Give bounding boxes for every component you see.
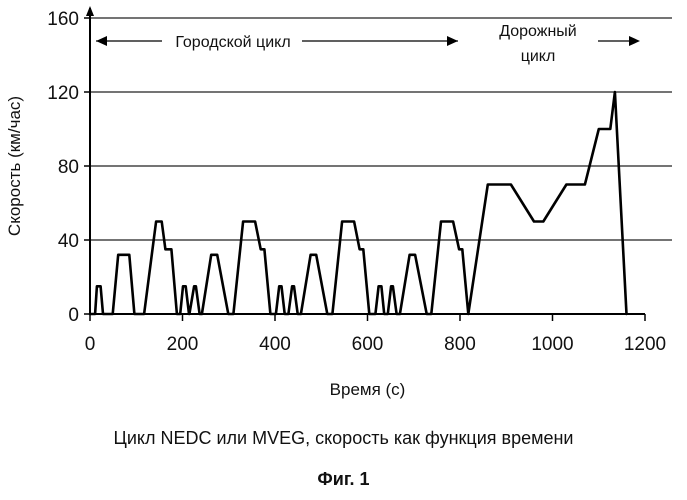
figure-caption: Цикл NEDC или MVEG, скорость как функция… [113, 428, 574, 448]
x-tick-label: 1200 [624, 334, 666, 355]
annotation-arrowhead [447, 36, 458, 46]
y-tick-label: 160 [47, 9, 79, 30]
x-axis-label: Время (с) [330, 380, 406, 399]
tick-labels: 0 200 400 600 800 1000 1200 0 40 80 120 160 [47, 9, 666, 355]
x-tick-label: 1000 [531, 334, 573, 355]
annotation-arrowhead [629, 36, 640, 46]
y-tick-label: 120 [47, 83, 79, 104]
annotation-city-cycle: Городской цикл [175, 34, 290, 51]
annotation-road-cycle: Дорожный цикл [499, 23, 577, 65]
y-tick-label: 80 [58, 157, 79, 178]
y-axis-label: Скорость (км/час) [5, 96, 24, 236]
axes [84, 6, 646, 321]
x-tick-label: 800 [444, 334, 476, 355]
annotation-arrowhead [96, 36, 107, 46]
speed-series [88, 90, 628, 316]
x-tick-label: 400 [259, 334, 291, 355]
annotations: Городской цикл Дорожный цикл [96, 23, 640, 65]
y-tick-label: 0 [68, 305, 79, 326]
figure-number: Фиг. 1 [317, 469, 370, 489]
y-tick-label: 40 [58, 231, 79, 252]
speed-line [88, 90, 628, 316]
x-tick-label: 200 [167, 334, 199, 355]
y-axis-arrowhead [86, 6, 94, 16]
x-tick-label: 600 [352, 334, 384, 355]
x-tick-label: 0 [85, 334, 96, 355]
grid-lines [90, 17, 672, 241]
